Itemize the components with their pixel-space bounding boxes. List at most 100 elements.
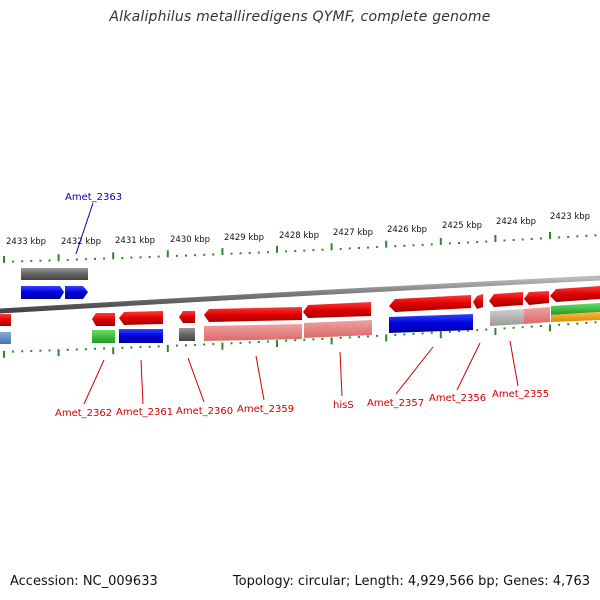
gene-arrow-forward[interactable]	[21, 286, 64, 299]
orange-feature[interactable]	[551, 312, 600, 322]
gene-label-amet-2355[interactable]: Amet_2355	[492, 389, 549, 400]
gene-label-amet-2356[interactable]: Amet_2356	[429, 393, 486, 404]
minor-tick	[248, 341, 251, 344]
minor-tick	[257, 341, 260, 343]
reverse-strand-features	[0, 286, 600, 344]
grey-feature[interactable]	[179, 328, 195, 341]
minor-tick	[348, 247, 351, 250]
gene-arrow-amet-2355[interactable]	[489, 292, 523, 307]
lightgrey-feature[interactable]	[490, 309, 524, 326]
gene-arrow-amet-2363[interactable]	[65, 286, 88, 299]
minor-tick	[203, 343, 206, 346]
gene-arrow-amet-2356[interactable]	[473, 294, 483, 309]
major-tick	[385, 334, 388, 342]
forward-strand-features	[21, 268, 88, 299]
minor-tick	[503, 239, 506, 242]
minor-tick	[203, 253, 206, 256]
major-tick	[439, 237, 442, 245]
minor-tick	[403, 333, 406, 336]
gene-label-hisS[interactable]: hisS	[333, 400, 354, 411]
gene-arrow-reverse[interactable]	[524, 291, 549, 305]
minor-tick	[594, 234, 597, 237]
gene-arrow-hisS[interactable]	[303, 302, 371, 318]
minor-tick	[503, 327, 506, 330]
pink-feature[interactable]	[304, 320, 372, 338]
minor-tick	[294, 250, 297, 252]
leader-line-amet-2359	[255, 355, 265, 401]
minor-tick	[376, 334, 379, 337]
minor-tick	[75, 348, 78, 351]
minor-tick	[312, 338, 315, 341]
minor-tick	[521, 326, 524, 329]
gene-arrow-amet-2361[interactable]	[119, 311, 163, 325]
minor-tick	[148, 345, 151, 348]
gene-label-amet-2360[interactable]: Amet_2360	[176, 406, 233, 417]
gene-label-amet-2357[interactable]: Amet_2357	[367, 398, 424, 409]
major-tick	[57, 349, 60, 357]
major-tick	[276, 340, 278, 348]
minor-tick	[266, 340, 269, 343]
minor-tick	[157, 255, 160, 258]
grey-feature[interactable]	[21, 268, 88, 280]
gene-arrow-forward[interactable]	[389, 314, 473, 333]
pink-feature[interactable]	[524, 307, 550, 324]
minor-tick	[485, 240, 488, 243]
major-tick	[112, 347, 115, 355]
gene-arrow-amet-2362[interactable]	[92, 313, 115, 326]
major-tick	[549, 324, 551, 332]
green-feature[interactable]	[551, 303, 600, 315]
minor-tick	[21, 350, 24, 353]
minor-tick	[357, 247, 360, 249]
major-tick	[221, 248, 224, 256]
minor-tick	[157, 345, 160, 348]
minor-tick	[94, 257, 96, 260]
minor-tick	[421, 243, 424, 246]
minor-tick	[303, 338, 306, 341]
gene-label-amet-2359[interactable]: Amet_2359	[237, 404, 294, 415]
minor-tick	[239, 341, 242, 344]
minor-tick	[576, 235, 579, 238]
gene-label-amet-2362[interactable]: Amet_2362	[55, 408, 112, 419]
scale-label: 2431 kbp	[115, 236, 155, 246]
leader-line-amet-2361	[140, 359, 144, 405]
leader-line-amet-2357	[395, 346, 434, 395]
minor-tick	[185, 254, 187, 257]
major-tick	[330, 243, 333, 251]
pink-feature[interactable]	[204, 324, 302, 341]
minor-tick	[94, 347, 96, 350]
minor-tick	[476, 241, 479, 243]
scale-label: 2426 kbp	[387, 225, 427, 235]
gene-label-amet-2361[interactable]: Amet_2361	[116, 407, 173, 418]
gene-arrow-amet-2359[interactable]	[204, 307, 302, 322]
minor-tick	[512, 239, 515, 241]
minor-tick	[66, 348, 69, 351]
green-feature[interactable]	[92, 330, 115, 343]
minor-tick	[448, 242, 451, 245]
minor-tick	[367, 246, 369, 249]
gene-arrow-reverse[interactable]	[0, 314, 11, 326]
steel-feature[interactable]	[0, 332, 11, 344]
minor-tick	[230, 252, 233, 255]
gene-arrow-amet-2360[interactable]	[179, 311, 195, 323]
minor-tick	[12, 260, 15, 263]
gene-arrow-forward[interactable]	[119, 329, 163, 343]
accession-text: Accession: NC_009633	[10, 574, 158, 589]
minor-tick	[430, 243, 433, 246]
minor-tick	[39, 349, 42, 352]
minor-tick	[458, 330, 460, 333]
minor-tick	[558, 323, 561, 326]
leader-lines	[75, 202, 519, 405]
minor-tick	[75, 258, 78, 261]
minor-tick	[294, 339, 297, 342]
gene-label-amet-2363[interactable]: Amet_2363	[65, 192, 122, 203]
minor-tick	[421, 332, 424, 335]
major-tick	[57, 254, 60, 262]
gene-arrow-reverse[interactable]	[550, 286, 600, 302]
minor-tick	[394, 333, 397, 336]
minor-tick	[66, 258, 69, 261]
minor-tick	[303, 249, 306, 252]
minor-tick	[139, 346, 142, 349]
gene-arrow-amet-2357[interactable]	[389, 295, 471, 312]
major-tick	[166, 250, 169, 258]
minor-tick	[48, 259, 51, 262]
